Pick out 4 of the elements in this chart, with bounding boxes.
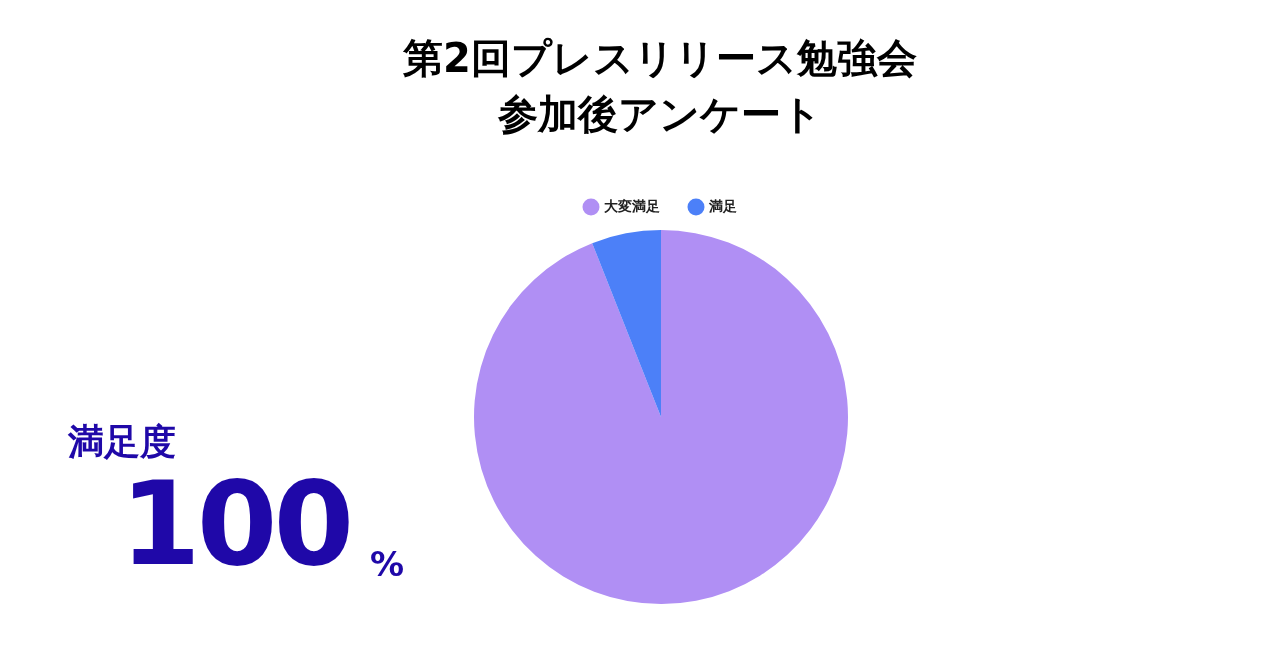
text: % [370,544,405,584]
legend-label: 満足 [708,197,737,214]
legend-label: 大変満足 [604,197,660,214]
chart-title: 第2回プレスリリース勉強会参加後アンケート [402,34,918,139]
